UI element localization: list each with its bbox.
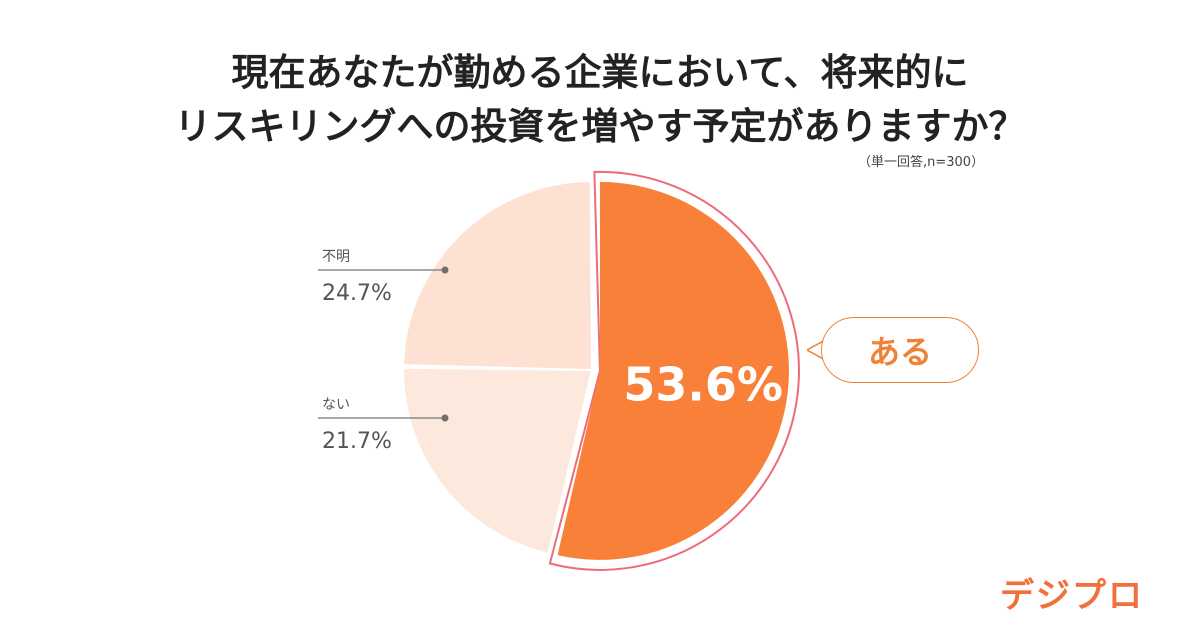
callout-bubble: ある bbox=[821, 317, 979, 383]
pie-slice-2 bbox=[402, 366, 594, 556]
slice-value-label-3: 24.7% bbox=[322, 281, 392, 306]
title-line-1: 現在あなたが勤める企業において、将来的に bbox=[231, 51, 969, 94]
leader-dot-2 bbox=[441, 414, 449, 422]
slice-name-label-3: 不明 bbox=[322, 249, 350, 265]
leader-dot-3 bbox=[441, 266, 449, 274]
brand-logo: デジプロ bbox=[1000, 576, 1144, 616]
slice-value-label-2: 21.7% bbox=[322, 429, 392, 454]
title-line-2: リスキリングへの投資を増やす予定がありますか？ bbox=[174, 105, 1026, 148]
slice-highlight-outline bbox=[548, 170, 800, 571]
slice-value-label-1: 53.6% bbox=[623, 358, 783, 412]
pie-slice-3 bbox=[402, 179, 594, 372]
slice-name-label-2: ない bbox=[322, 397, 350, 413]
callout-label: ある bbox=[867, 333, 932, 371]
chart-title: 現在あなたが勤める企業において、将来的に リスキリングへの投資を増やす予定があり… bbox=[0, 46, 1200, 154]
sample-note: （単一回答,n=300） bbox=[858, 155, 985, 170]
pie-slice-1 bbox=[557, 181, 789, 560]
